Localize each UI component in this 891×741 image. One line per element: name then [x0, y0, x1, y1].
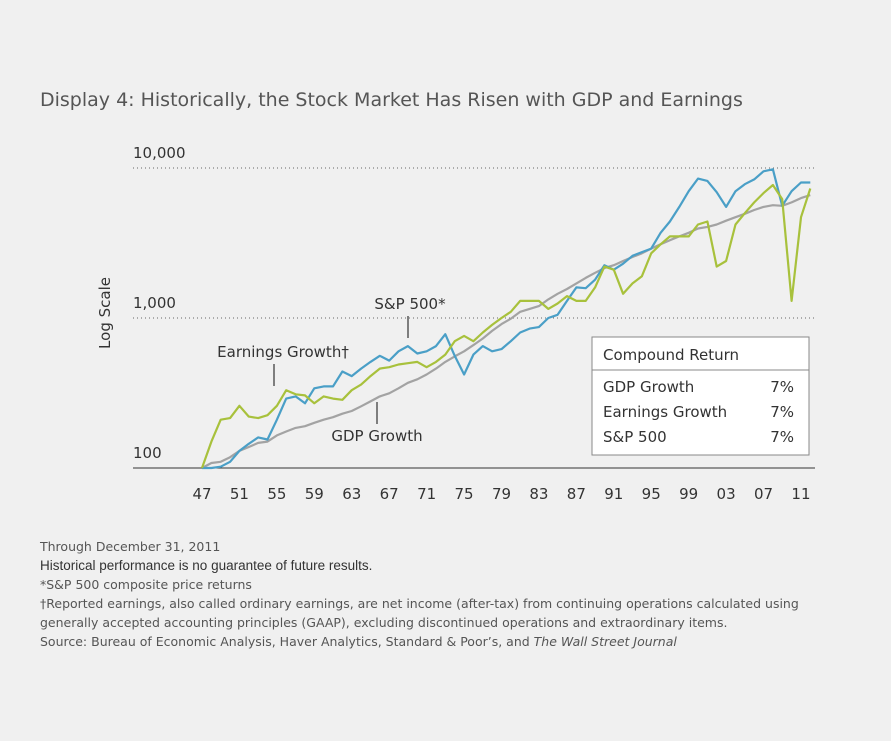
x-tick-label: 87 — [567, 485, 586, 503]
series-line — [200, 183, 812, 469]
note: *S&P 500 composite price returns — [40, 577, 252, 592]
annotation: GDP Growth — [331, 427, 422, 445]
x-tick-label: 51 — [230, 485, 249, 503]
series-line — [202, 168, 811, 470]
x-tick-label: 91 — [604, 485, 623, 503]
table-title: Compound Return — [603, 346, 739, 364]
note: Historical performance is no guarantee o… — [40, 558, 373, 573]
y-tick-label: 1,000 — [133, 294, 176, 312]
x-tick-label: 03 — [717, 485, 736, 503]
footnotes: Through December 31, 2011 Historical per… — [40, 537, 830, 651]
x-tick-label: 11 — [791, 485, 810, 503]
x-tick-label: 47 — [192, 485, 211, 503]
table-value: 7% — [770, 378, 794, 396]
y-tick-label: 10,000 — [133, 144, 186, 162]
table-label: S&P 500 — [603, 428, 667, 446]
x-tick-label: 55 — [267, 485, 286, 503]
table-label: GDP Growth — [603, 378, 694, 396]
x-tick-label: 71 — [417, 485, 436, 503]
x-tick-label: 67 — [380, 485, 399, 503]
x-tick-label: 63 — [342, 485, 361, 503]
table-value: 7% — [770, 403, 794, 421]
x-tick-label: 79 — [492, 485, 511, 503]
table-value: 7% — [770, 428, 794, 446]
x-tick-label: 83 — [529, 485, 548, 503]
x-tick-label: 99 — [679, 485, 698, 503]
y-axis-label: Log Scale — [96, 277, 114, 349]
y-tick-label: 100 — [133, 444, 162, 462]
note: Through December 31, 2011 — [40, 539, 221, 554]
annotation: S&P 500* — [374, 295, 446, 313]
chart-title: Display 4: Historically, the Stock Marke… — [40, 89, 743, 111]
x-tick-label: 75 — [455, 485, 474, 503]
annotation: Earnings Growth† — [217, 343, 349, 361]
x-tick-label: 07 — [754, 485, 773, 503]
source: Source: Bureau of Economic Analysis, Hav… — [40, 632, 830, 651]
table-label: Earnings Growth — [603, 403, 727, 421]
source-italic: The Wall Street Journal — [533, 634, 677, 649]
source-text: Source: Bureau of Economic Analysis, Hav… — [40, 634, 534, 649]
x-tick-label: 95 — [642, 485, 661, 503]
chart: Display 4: Historically, the Stock Marke… — [40, 89, 815, 503]
x-tick-label: 59 — [305, 485, 324, 503]
note: †Reported earnings, also called ordinary… — [40, 596, 799, 630]
table-box — [591, 336, 810, 456]
